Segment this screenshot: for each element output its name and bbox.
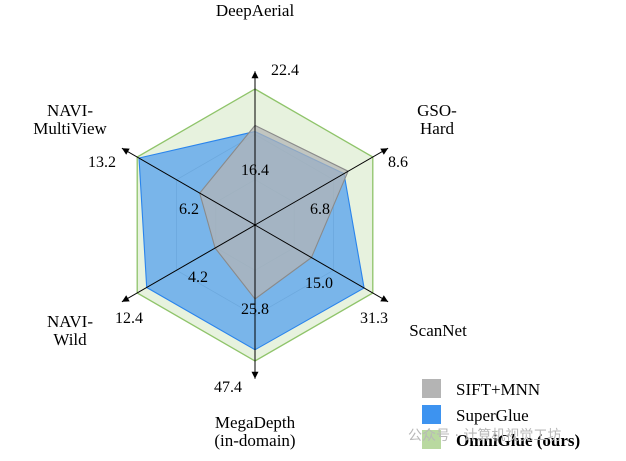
axis-arrowhead-4 — [251, 371, 259, 379]
axis-title-4-line-2: (in-domain) — [214, 431, 295, 450]
axis-max-label-1: 22.4 — [271, 62, 299, 79]
axis-title-1: DeepAerial — [216, 1, 295, 20]
value-labels: 16.4 6.8 15.0 25.8 4.2 6.2 — [179, 162, 333, 318]
axis-line-3 — [254, 224, 389, 303]
axis-title-5: NAVI-Wild — [47, 312, 93, 349]
axis-title-6-line-1: NAVI- — [47, 101, 93, 120]
axis-title-2-line-2: Hard — [420, 119, 454, 138]
axis-title-2: GSO-Hard — [417, 101, 457, 138]
legend-swatch-omniglue — [422, 430, 441, 449]
axis-title-6: NAVI-MultiView — [33, 101, 107, 138]
sift-mnn-value-label-5: 4.2 — [188, 269, 208, 286]
axis-max-label-6: 13.2 — [88, 154, 116, 171]
axis-title-1-line-1: DeepAerial — [216, 1, 295, 20]
sift-mnn-value-label-6: 6.2 — [179, 201, 199, 218]
legend-swatch-superglue — [422, 405, 441, 424]
axis-labels: DeepAerial 22.4 GSO-Hard 8.6 ScanNet 31.3 Mega… — [33, 1, 467, 450]
axes-layer — [121, 71, 389, 379]
axis-max-label-2: 8.6 — [388, 154, 408, 171]
axis-arrowhead-2 — [380, 148, 389, 155]
axis-line-6 — [121, 147, 256, 226]
axis-title-3-line-1: ScanNet — [409, 321, 467, 340]
watermark: 公众号 · 计算机视觉工坊 — [408, 428, 561, 444]
axis-arrowhead-1 — [251, 71, 259, 79]
legend-label-omniglue: OmniGlue (ours) — [456, 431, 580, 450]
axis-max-label-3: 31.3 — [360, 310, 388, 327]
legend-label-superglue: SuperGlue — [456, 406, 529, 425]
axis-title-4-line-1: MegaDepth — [215, 413, 296, 432]
legend: SIFT+MNN SuperGlue OmniGlue (ours) — [422, 379, 580, 450]
sift-mnn-value-label-2: 6.8 — [310, 201, 330, 218]
axis-title-6-line-2: MultiView — [33, 119, 107, 138]
legend-swatch-sift-mnn — [422, 379, 441, 398]
legend-label-sift-mnn: SIFT+MNN — [456, 380, 540, 399]
axis-title-3: ScanNet — [409, 321, 467, 340]
sift-mnn-value-label-1: 16.4 — [241, 162, 269, 179]
axis-arrowhead-3 — [380, 295, 389, 302]
axis-title-5-line-2: Wild — [53, 330, 87, 349]
axis-title-2-line-1: GSO- — [417, 101, 457, 120]
axis-arrowhead-6 — [121, 148, 130, 155]
axis-arrowhead-5 — [121, 295, 130, 302]
sift-mnn-value-label-4: 25.8 — [241, 301, 269, 318]
axis-max-label-4: 47.4 — [214, 379, 242, 396]
sift-mnn-value-label-3: 15.0 — [305, 275, 333, 292]
axis-line-5 — [121, 224, 256, 303]
axis-title-5-line-1: NAVI- — [47, 312, 93, 331]
axis-title-4: MegaDepth (in-domain) — [214, 413, 295, 450]
axis-max-label-5: 12.4 — [115, 310, 143, 327]
axis-line-2 — [254, 147, 389, 226]
